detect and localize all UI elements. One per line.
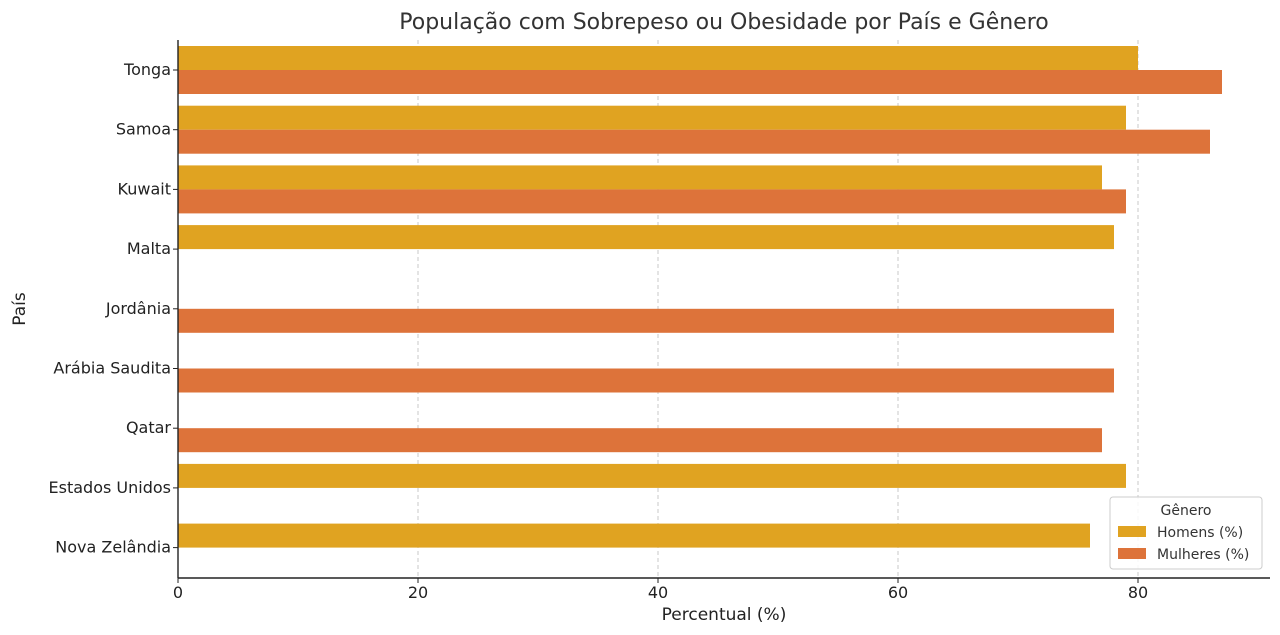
category-labels: Tonga Samoa Kuwait Malta Jordânia Arábia Saud… xyxy=(49,60,172,557)
bar-homens xyxy=(178,463,1126,488)
bar-homens xyxy=(178,523,1090,548)
category-label: Samoa xyxy=(116,120,171,139)
bar-mulheres xyxy=(178,308,1114,333)
category-label: Nova Zelândia xyxy=(55,538,171,557)
legend-label-mulheres: Mulheres (%) xyxy=(1157,547,1249,563)
x-tick-label-80: 80 xyxy=(1128,583,1148,602)
x-tick-label-20: 20 xyxy=(408,583,428,602)
x-tick-label-0: 0 xyxy=(173,583,183,602)
bars-layer xyxy=(178,46,1222,548)
legend: Gênero Homens (%) Mulheres (%) xyxy=(1109,496,1263,570)
category-label: Tonga xyxy=(123,60,171,79)
y-axis-label: País xyxy=(10,292,30,326)
bar-homens xyxy=(178,225,1114,250)
bar-homens xyxy=(178,165,1102,190)
category-label: Estados Unidos xyxy=(49,478,171,497)
ticks-layer: 0 20 40 60 80 xyxy=(173,69,1148,602)
bar-mulheres xyxy=(178,70,1222,94)
bar-mulheres xyxy=(178,129,1210,154)
legend-box xyxy=(1109,496,1263,570)
x-tick-label-40: 40 xyxy=(648,583,668,602)
category-label: Qatar xyxy=(126,418,171,437)
legend-swatch-homens xyxy=(1118,526,1146,537)
bar-homens xyxy=(178,105,1126,130)
bar-mulheres xyxy=(178,189,1126,214)
bar-mulheres xyxy=(178,368,1114,393)
bar-homens xyxy=(178,46,1138,70)
x-tick-label-60: 60 xyxy=(888,583,908,602)
chart-title: População com Sobrepeso ou Obesidade por… xyxy=(399,10,1048,35)
x-axis-label: Percentual (%) xyxy=(662,605,787,625)
category-label: Jordânia xyxy=(105,299,171,318)
legend-swatch-mulheres xyxy=(1118,548,1146,559)
legend-label-homens: Homens (%) xyxy=(1157,525,1243,541)
legend-items: Homens (%) Mulheres (%) xyxy=(1118,525,1249,563)
category-label: Kuwait xyxy=(118,179,171,198)
category-label: Malta xyxy=(127,239,171,258)
legend-title: Gênero xyxy=(1161,503,1212,519)
category-label: Arábia Saudita xyxy=(53,359,171,378)
bar-mulheres xyxy=(178,428,1102,453)
